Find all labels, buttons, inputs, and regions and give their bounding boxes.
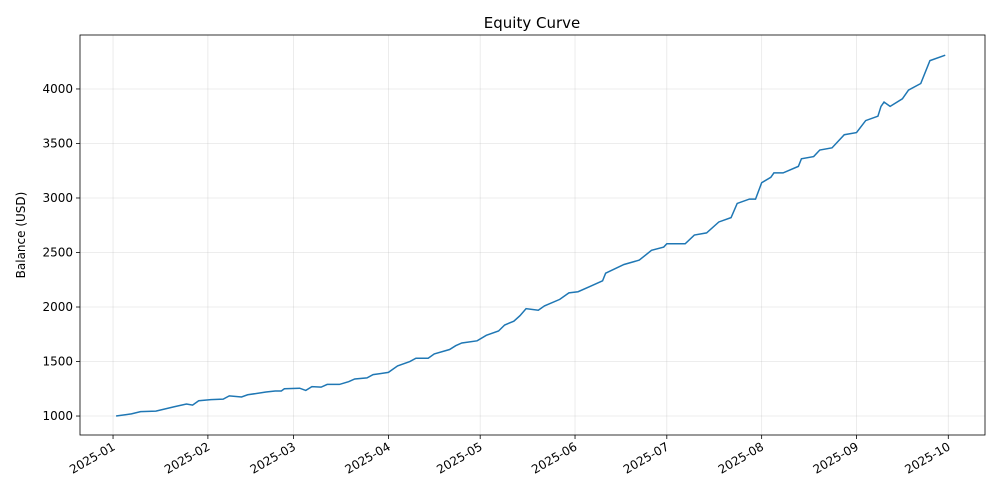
y-tick-label: 2500 (42, 245, 73, 259)
x-tick-label: 2025-08 (716, 439, 766, 476)
x-tick-label: 2025-07 (621, 439, 671, 476)
x-tick-label: 2025-03 (248, 439, 298, 476)
chart-title: Equity Curve (484, 14, 580, 32)
x-tick-label: 2025-09 (811, 439, 861, 476)
x-tick-label: 2025-06 (529, 439, 579, 476)
y-tick-label: 2000 (42, 300, 73, 314)
plot-frame (79, 34, 986, 436)
line-series (115, 54, 946, 417)
x-tick-label: 2025-04 (342, 439, 392, 476)
y-tick-label: 1500 (42, 355, 73, 369)
x-tick-label: 2025-02 (162, 439, 212, 476)
x-tick-label: 2025-05 (434, 439, 484, 476)
y-tick-label: 4000 (42, 82, 73, 96)
y-tick-label: 1000 (42, 409, 73, 423)
x-tick-label: 2025-10 (902, 439, 952, 476)
x-tick-label: 2025-01 (67, 439, 117, 476)
y-tick-label: 3000 (42, 191, 73, 205)
y-tick-label: 3500 (42, 136, 73, 150)
y-axis-label: Balance (USD) (14, 192, 28, 279)
